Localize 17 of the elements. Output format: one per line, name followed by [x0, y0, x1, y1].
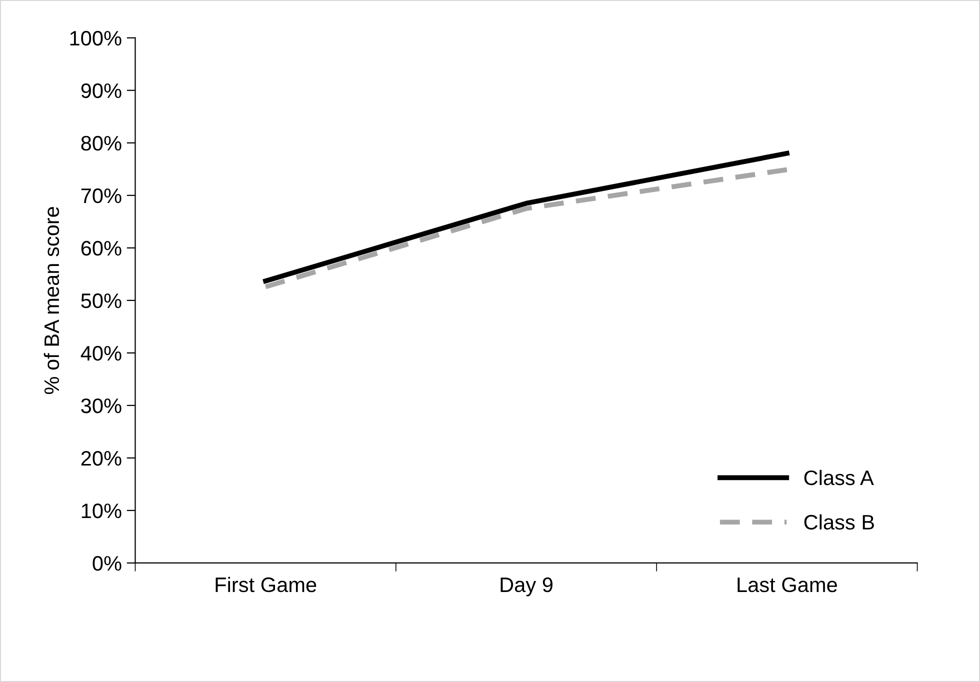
y-tick-label: 100%: [70, 30, 122, 46]
x-tick-label: Last Game: [738, 577, 837, 592]
legend-label: Class A: [804, 470, 874, 486]
y-tick-label: 60%: [81, 240, 122, 256]
y-tick-label: 40%: [80, 346, 122, 361]
x-tick-label: First Game: [216, 576, 316, 592]
y-tick-label: 50%: [81, 293, 122, 308]
y-tick-label: 70%: [81, 188, 122, 204]
y-tick-label: 90%: [81, 83, 122, 98]
y-axis-title: % of BA mean score: [44, 206, 60, 394]
y-tick-label: 20%: [81, 450, 122, 466]
y-tick-label: 10%: [82, 503, 122, 518]
x-tick-label: Day 9: [500, 577, 552, 596]
y-tick-label: 0%: [92, 556, 122, 571]
y-tick-label: 80%: [81, 136, 122, 151]
legend-label: Class B: [804, 514, 874, 530]
y-tick-label: 30%: [81, 398, 122, 414]
